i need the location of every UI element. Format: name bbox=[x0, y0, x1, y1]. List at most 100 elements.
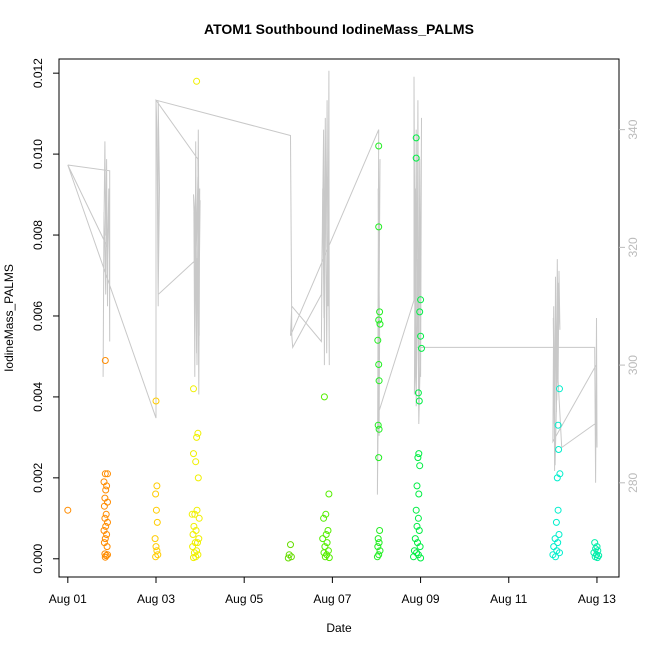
data-point bbox=[190, 450, 197, 458]
data-point bbox=[413, 482, 421, 490]
y-axis: 0.000 0.002 0.004 0.006 0.008 0.010 0.012 bbox=[31, 58, 59, 574]
data-point bbox=[375, 316, 383, 324]
chart-title: ATOM1 Southbound IodineMass_PALMS bbox=[204, 21, 474, 37]
data-point bbox=[595, 552, 603, 560]
scatter-layer bbox=[64, 77, 603, 562]
x-axis-label: Date bbox=[326, 621, 352, 635]
data-point bbox=[190, 554, 197, 562]
data-point bbox=[554, 421, 562, 429]
data-point bbox=[153, 518, 161, 526]
data-point bbox=[415, 450, 423, 458]
data-point bbox=[376, 308, 384, 316]
data-point bbox=[189, 543, 197, 551]
data-point bbox=[190, 549, 198, 557]
data-point bbox=[152, 506, 160, 514]
data-point bbox=[287, 541, 294, 549]
data-point bbox=[193, 506, 201, 514]
x-tick-label: Aug 09 bbox=[402, 592, 440, 606]
y-tick-label: 0.004 bbox=[31, 382, 45, 412]
data-point bbox=[375, 361, 383, 368]
data-point bbox=[103, 531, 111, 538]
y-tick-label: 0.006 bbox=[31, 301, 45, 331]
data-point bbox=[195, 514, 203, 522]
data-point bbox=[104, 518, 111, 526]
data-point bbox=[194, 429, 202, 437]
data-point bbox=[194, 539, 201, 547]
data-point bbox=[373, 553, 381, 561]
data-point bbox=[320, 393, 328, 401]
y-axis-label: IodineMass_PALMS bbox=[2, 264, 16, 372]
data-point bbox=[376, 547, 384, 555]
data-point bbox=[555, 446, 563, 453]
data-point bbox=[414, 454, 422, 462]
x-tick-label: Aug 13 bbox=[578, 592, 616, 606]
y2-tick-label: 280 bbox=[626, 472, 640, 492]
data-point bbox=[101, 357, 109, 364]
y-tick-label: 0.012 bbox=[31, 58, 45, 88]
data-point bbox=[415, 527, 423, 534]
data-point bbox=[417, 296, 425, 304]
data-point bbox=[374, 421, 382, 429]
data-point bbox=[102, 510, 110, 518]
data-point bbox=[374, 535, 382, 543]
data-point bbox=[101, 535, 109, 543]
data-point bbox=[552, 518, 560, 526]
data-point bbox=[552, 553, 559, 561]
data-point bbox=[189, 531, 197, 538]
data-point bbox=[152, 553, 160, 561]
data-point bbox=[375, 425, 383, 433]
data-point bbox=[104, 551, 111, 559]
data-point bbox=[412, 134, 420, 142]
data-point bbox=[153, 482, 161, 490]
y-tick-label: 0.010 bbox=[31, 139, 45, 169]
data-point bbox=[414, 389, 422, 397]
data-point bbox=[415, 397, 423, 405]
data-point bbox=[104, 470, 111, 478]
data-point bbox=[376, 527, 384, 534]
data-point bbox=[556, 549, 563, 557]
y2-tick-label: 320 bbox=[626, 237, 640, 257]
y-tick-label: 0.002 bbox=[31, 463, 45, 493]
data-point bbox=[192, 458, 200, 466]
data-point bbox=[103, 543, 111, 551]
data-point bbox=[415, 490, 423, 498]
data-point bbox=[411, 535, 419, 543]
data-point bbox=[554, 539, 562, 547]
data-point bbox=[193, 433, 201, 441]
x-axis: Aug 01 Aug 03 Aug 05 Aug 07 Aug 09 Aug 11 Aug … bbox=[49, 576, 616, 606]
data-point bbox=[556, 385, 563, 393]
data-point bbox=[375, 223, 383, 231]
data-point bbox=[151, 535, 159, 543]
x-tick-label: Aug 03 bbox=[137, 592, 175, 606]
data-point bbox=[417, 332, 425, 340]
x-tick-label: Aug 07 bbox=[313, 592, 351, 606]
data-point bbox=[323, 539, 331, 547]
data-point bbox=[325, 554, 333, 562]
data-point bbox=[191, 510, 199, 518]
x-tick-label: Aug 01 bbox=[49, 592, 87, 606]
data-point bbox=[412, 154, 420, 162]
data-point bbox=[554, 506, 562, 514]
data-point bbox=[194, 474, 202, 482]
data-point bbox=[102, 486, 110, 494]
data-point bbox=[195, 535, 203, 543]
data-point bbox=[375, 539, 383, 547]
data-point bbox=[553, 474, 561, 482]
data-point bbox=[319, 535, 327, 543]
data-point bbox=[324, 527, 332, 534]
data-point bbox=[418, 344, 425, 352]
data-point bbox=[375, 142, 383, 150]
data-point bbox=[190, 522, 198, 530]
data-point bbox=[101, 470, 109, 478]
data-point bbox=[152, 397, 160, 405]
secondary-y-axis: 280 300 320 340 bbox=[619, 119, 640, 493]
data-point bbox=[374, 543, 382, 551]
data-point bbox=[102, 522, 110, 530]
data-point bbox=[193, 77, 201, 85]
secondary-line bbox=[67, 70, 598, 495]
data-point bbox=[414, 514, 422, 522]
data-point bbox=[321, 553, 329, 561]
data-point bbox=[375, 454, 383, 462]
data-point bbox=[285, 551, 293, 559]
